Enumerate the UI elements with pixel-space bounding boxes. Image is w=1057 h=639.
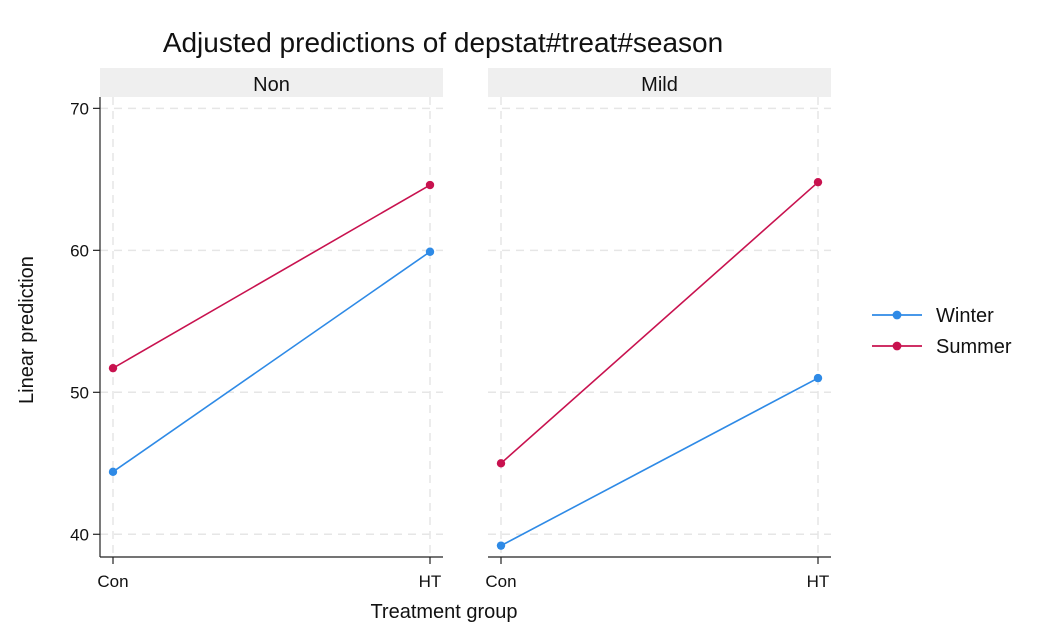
legend-item-summer: Summer: [872, 336, 1012, 358]
data-point-winter: [496, 541, 506, 550]
series-line-winter: [112, 251, 431, 473]
x-tick-label: HT: [807, 572, 830, 591]
legend-marker: [892, 341, 902, 351]
panels-group: Non Con HT 40 50 60 70 Mild Con HT: [70, 68, 831, 591]
data-point-summer: [425, 180, 435, 190]
series-line-summer: [500, 181, 819, 464]
y-tick-label: 70: [70, 99, 89, 118]
data-point-winter: [425, 247, 435, 256]
panel-header-bg: [488, 68, 831, 97]
legend: Winter Summer: [872, 305, 1012, 358]
panel-0: Non Con HT 40 50 60 70: [70, 68, 443, 591]
x-tick-label: Con: [485, 572, 516, 591]
data-point-summer: [108, 363, 118, 373]
data-point-winter: [813, 373, 823, 383]
x-tick-label: HT: [419, 572, 442, 591]
data-point-winter: [108, 467, 118, 477]
y-axis-label: Linear prediction: [16, 256, 38, 404]
panel-1: Mild Con HT: [485, 68, 831, 591]
x-tick-label: Con: [97, 572, 128, 591]
y-tick-label: 50: [70, 383, 89, 402]
panel-header-label: Mild: [641, 74, 678, 96]
x-axis-label: Treatment group: [370, 601, 517, 623]
series-line-winter: [500, 377, 819, 547]
legend-label: Winter: [936, 305, 994, 327]
legend-item-winter: Winter: [872, 305, 994, 327]
series-line-summer: [112, 184, 431, 369]
legend-marker: [892, 310, 902, 320]
data-point-summer: [496, 459, 506, 468]
legend-label: Summer: [936, 336, 1012, 358]
y-tick-label: 60: [70, 241, 89, 260]
y-tick-label: 40: [70, 525, 89, 544]
data-point-summer: [813, 177, 823, 187]
panel-header-bg: [100, 68, 443, 97]
chart-title: Adjusted predictions of depstat#treat#se…: [163, 27, 723, 58]
panel-header-label: Non: [253, 74, 290, 96]
